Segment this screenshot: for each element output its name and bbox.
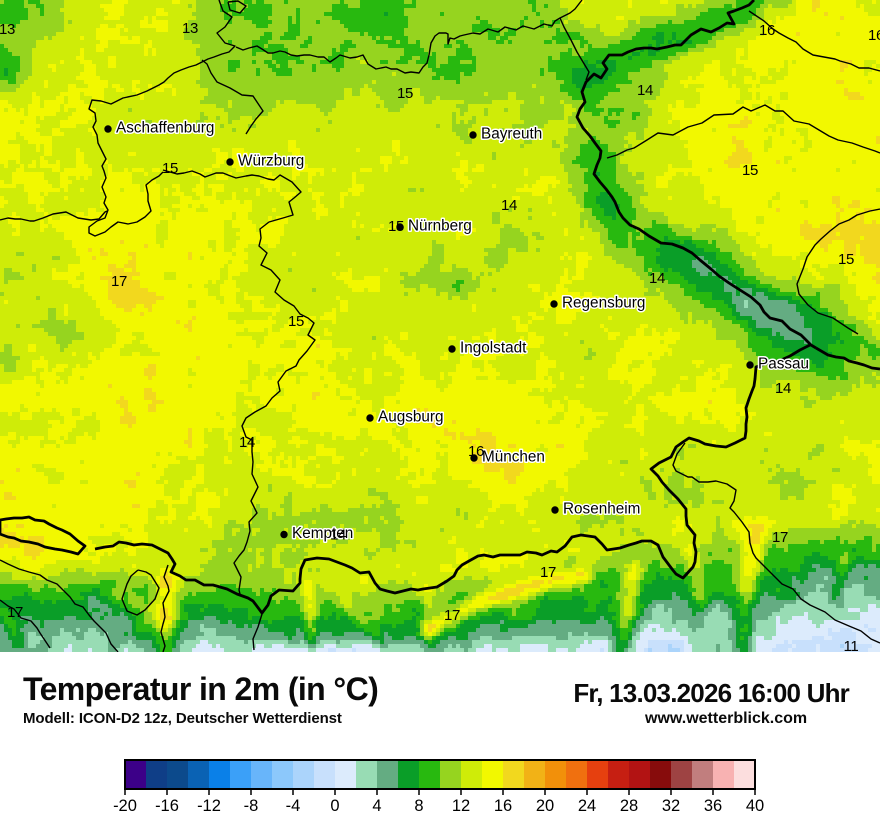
svg-text:14: 14: [501, 197, 517, 214]
svg-text:13: 13: [182, 20, 198, 37]
svg-text:-8: -8: [244, 797, 259, 815]
svg-text:Kempten: Kempten: [292, 525, 353, 542]
svg-text:0: 0: [330, 797, 339, 815]
svg-text:20: 20: [536, 797, 554, 815]
svg-text:15: 15: [742, 162, 758, 179]
svg-text:28: 28: [620, 797, 638, 815]
svg-text:-4: -4: [286, 797, 301, 815]
svg-text:8: 8: [414, 797, 423, 815]
svg-text:-16: -16: [155, 797, 179, 815]
svg-text:14: 14: [649, 270, 665, 287]
svg-text:16: 16: [468, 443, 484, 460]
svg-text:14: 14: [637, 82, 653, 99]
svg-text:17: 17: [444, 607, 460, 624]
svg-text:17: 17: [111, 273, 127, 290]
svg-text:4: 4: [372, 797, 381, 815]
svg-text:24: 24: [578, 797, 596, 815]
svg-text:Regensburg: Regensburg: [562, 295, 645, 312]
svg-text:15: 15: [288, 313, 304, 330]
svg-text:Würzburg: Würzburg: [238, 153, 304, 170]
svg-text:16: 16: [759, 22, 775, 39]
svg-text:Augsburg: Augsburg: [378, 409, 443, 426]
svg-text:Bayreuth: Bayreuth: [481, 126, 542, 143]
svg-text:13: 13: [0, 21, 15, 38]
svg-text:17: 17: [7, 604, 23, 621]
svg-text:-12: -12: [197, 797, 221, 815]
svg-text:Rosenheim: Rosenheim: [563, 501, 640, 518]
svg-text:15: 15: [162, 160, 178, 177]
svg-text:32: 32: [662, 797, 680, 815]
svg-text:15: 15: [838, 251, 854, 268]
svg-text:Nürnberg: Nürnberg: [408, 218, 472, 235]
svg-text:15: 15: [397, 85, 413, 102]
svg-text:München: München: [482, 449, 545, 466]
svg-text:Passau: Passau: [758, 356, 809, 373]
svg-text:14: 14: [239, 434, 255, 451]
svg-text:Ingolstadt: Ingolstadt: [460, 340, 527, 357]
svg-text:15: 15: [388, 218, 404, 235]
svg-text:36: 36: [704, 797, 722, 815]
svg-text:16: 16: [868, 27, 880, 44]
svg-text:14: 14: [775, 380, 791, 397]
svg-text:14: 14: [330, 527, 346, 544]
svg-text:40: 40: [746, 797, 764, 815]
svg-text:16: 16: [494, 797, 512, 815]
svg-text:Aschaffenburg: Aschaffenburg: [116, 120, 214, 137]
svg-text:11: 11: [844, 638, 859, 655]
svg-text:12: 12: [452, 797, 470, 815]
svg-text:17: 17: [540, 564, 556, 581]
svg-text:17: 17: [772, 529, 788, 546]
svg-text:-20: -20: [113, 797, 137, 815]
